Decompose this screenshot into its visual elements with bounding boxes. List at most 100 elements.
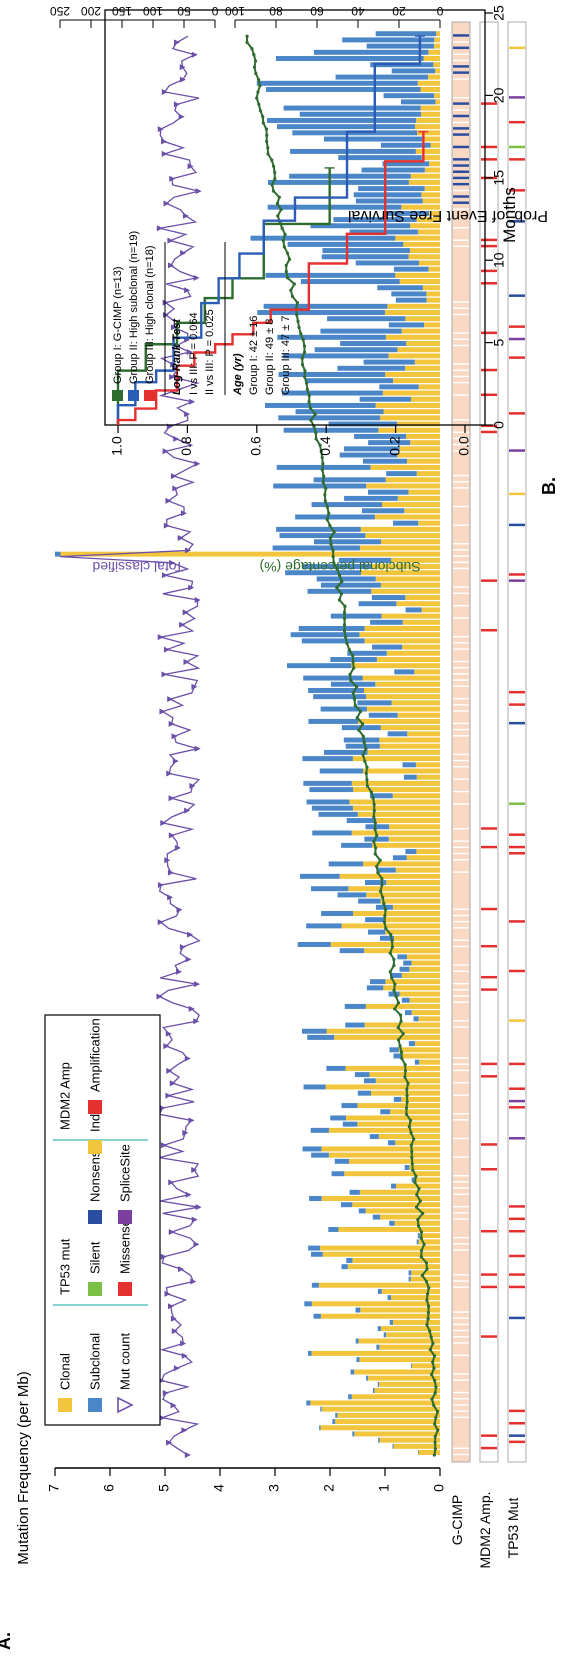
subclonal-bar — [321, 911, 354, 916]
clonal-bar — [416, 774, 440, 780]
legend-nonsense-swatch — [88, 1210, 102, 1224]
mdm2-amp-mark — [481, 158, 497, 161]
subclonal-pct-point — [414, 1174, 418, 1178]
subclonal-pct-point — [425, 1323, 429, 1327]
subclonal-bar — [408, 1041, 415, 1047]
clonal-bar — [382, 390, 440, 396]
subclonal-pct-point — [305, 381, 309, 385]
km-age-title: Age (yr) — [232, 353, 244, 396]
total-tick-label: 0 — [211, 4, 218, 18]
clonal-bar — [430, 142, 440, 148]
subclonal-pct-point — [426, 1310, 431, 1315]
subclonal-bar — [335, 74, 428, 80]
subclonal-bar — [366, 43, 434, 49]
subclonal-pct-point — [272, 164, 276, 168]
subclonal-pct-point — [281, 239, 285, 243]
subclonal-bar — [366, 985, 384, 991]
mutcount-point — [170, 1402, 177, 1409]
subclonal-bar — [335, 1412, 338, 1418]
mutcount-point — [159, 1414, 166, 1421]
ytick-label: 4 — [211, 1484, 227, 1492]
subclonal-pct-point — [403, 1069, 408, 1073]
gcimp-gap — [453, 208, 469, 210]
subclonal-bar — [391, 1183, 397, 1189]
subclonal-pct-point — [361, 722, 365, 726]
subclonal-bar — [357, 1090, 372, 1096]
mutcount-point — [188, 1117, 195, 1124]
subclonal-pct-point — [403, 1063, 407, 1067]
gcimp-gap — [453, 1274, 469, 1276]
subclonal-bar — [345, 743, 380, 749]
mutcount-point — [169, 1080, 176, 1087]
subclonal-bar — [342, 37, 435, 43]
subclonal-bar — [337, 365, 405, 371]
mutcount-point — [171, 733, 178, 740]
clonal-bar — [320, 1313, 440, 1319]
subclonal-bar — [368, 489, 409, 495]
subclonal-bar — [379, 384, 419, 390]
subclonal-bar — [265, 272, 396, 278]
clonal-bar — [406, 954, 440, 960]
subclonal-bar — [303, 780, 352, 786]
gcimp-gap — [453, 648, 469, 650]
clonal-bar — [415, 124, 440, 130]
mutcount-point — [182, 212, 189, 219]
km-logrank-title: Log-Rank Test — [171, 318, 183, 395]
clonal-bar — [383, 409, 440, 415]
clonal-bar — [414, 1041, 440, 1047]
subclonal-bar — [377, 1288, 382, 1294]
legend-mutcount: Mut count — [117, 1333, 132, 1390]
gcimp-gap — [453, 227, 469, 229]
legend-missense-swatch — [118, 1282, 132, 1296]
subclonal-bar — [341, 842, 373, 848]
mdm2-amp-mark — [481, 424, 497, 428]
subclonal-bar — [309, 1196, 322, 1201]
subclonal-bar — [267, 117, 417, 123]
clonal-bar — [361, 570, 440, 576]
mutcount-point — [160, 1142, 167, 1149]
mutcount-point — [182, 1129, 189, 1136]
subclonal-pct-point — [410, 1162, 414, 1166]
subclonal-bar — [358, 601, 397, 607]
subclonal-bar — [301, 1028, 327, 1034]
mutcount-path — [59, 35, 201, 1456]
subclonal-pct-point — [342, 616, 347, 621]
clonal-bar — [420, 105, 440, 111]
clonal-bar — [401, 1096, 440, 1102]
subclonal-pct-point — [323, 493, 327, 497]
clonal-bar — [389, 824, 440, 830]
gcimp-mark — [453, 102, 469, 105]
clonal-bar — [351, 780, 440, 786]
clonal-bar — [426, 297, 440, 303]
subclonal-pct-point — [277, 195, 281, 199]
subclonal-pct-point — [303, 369, 307, 373]
subclonal-pct-point — [408, 1118, 413, 1123]
tp53-mut-mark — [509, 920, 525, 923]
clonal-bar — [409, 248, 440, 254]
tp53-mut-mark — [509, 158, 525, 161]
mutcount-point — [191, 1167, 198, 1173]
subclonal-bar — [416, 1239, 419, 1245]
legend-subclonal: Subclonal — [87, 1333, 102, 1390]
tp53-mut-mark — [509, 1422, 525, 1425]
subclonal-pct-point — [296, 319, 300, 323]
subclonal-pct-point — [261, 121, 265, 125]
subclonal-bar — [363, 359, 415, 365]
gcimp-gap — [453, 859, 469, 861]
subclonal-pct-point — [392, 988, 396, 992]
legend-missense: Missense — [117, 1219, 132, 1274]
subclonal-pct-point — [424, 1261, 429, 1265]
gcimp-gap — [453, 375, 469, 378]
subclonal-pct-point — [410, 1149, 414, 1154]
subclonal-bar — [361, 508, 405, 514]
subclonal-bar — [319, 768, 364, 774]
subclonal-bar — [350, 1369, 355, 1375]
mutcount-point — [167, 1303, 174, 1310]
mutcount-point — [166, 1439, 173, 1446]
legend-clonal: Clonal — [57, 1353, 72, 1390]
tp53-mut-mark — [509, 1229, 525, 1233]
subclonal-bar — [366, 1375, 369, 1381]
clonal-bar — [310, 1400, 440, 1406]
clonal-bar — [364, 626, 440, 631]
mutcount-point — [176, 906, 183, 913]
